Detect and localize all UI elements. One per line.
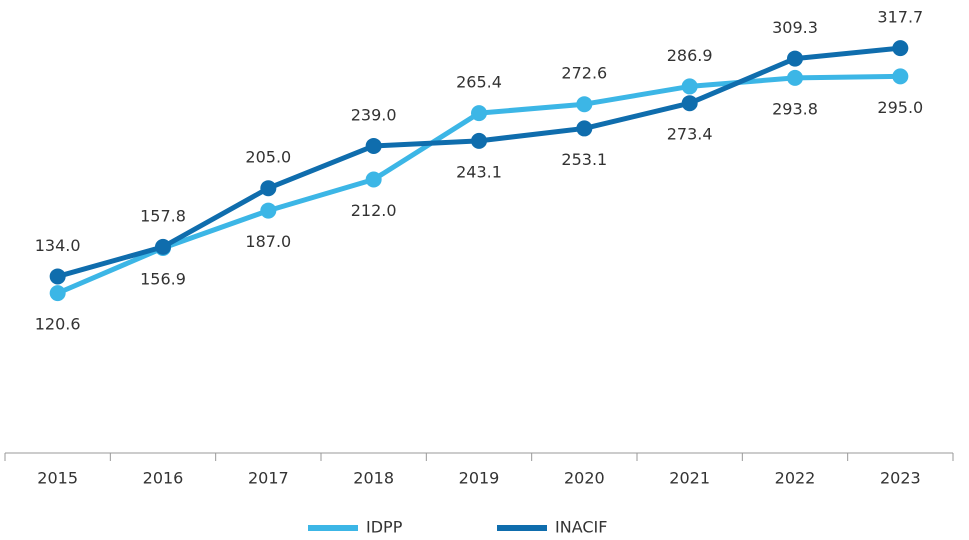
- data-label: 253.1: [561, 150, 607, 169]
- data-point: [49, 285, 66, 302]
- x-tick-label: 2023: [880, 469, 921, 488]
- data-point: [365, 171, 382, 188]
- data-label: 286.9: [667, 46, 713, 65]
- data-label: 317.7: [877, 8, 923, 27]
- data-point: [681, 78, 698, 95]
- x-tick-label: 2018: [353, 469, 394, 488]
- data-point: [260, 180, 277, 197]
- data-label: 265.4: [456, 73, 502, 92]
- data-label: 273.4: [667, 125, 713, 144]
- data-point: [892, 40, 909, 57]
- x-tick-label: 2020: [564, 469, 605, 488]
- data-label: 134.0: [35, 236, 81, 255]
- x-tick-label: 2021: [669, 469, 710, 488]
- data-label: 120.6: [35, 315, 81, 334]
- data-point: [260, 202, 277, 219]
- data-label: 309.3: [772, 18, 818, 37]
- legend-label: IDPP: [366, 518, 403, 537]
- data-point: [471, 132, 487, 149]
- data-label: 187.0: [245, 232, 291, 251]
- x-tick-label: 2022: [775, 469, 816, 488]
- data-label: 243.1: [456, 162, 502, 181]
- data-point: [681, 95, 698, 112]
- x-tick-label: 2016: [143, 469, 184, 488]
- data-point: [365, 137, 382, 154]
- data-label: 295.0: [877, 98, 923, 117]
- data-label: 205.0: [245, 148, 291, 167]
- x-tick-label: 2019: [459, 469, 500, 488]
- data-label: 156.9: [140, 269, 186, 288]
- x-tick-label: 2015: [37, 469, 78, 488]
- data-point: [471, 105, 487, 122]
- legend-label: INACIF: [555, 518, 607, 537]
- data-label: 293.8: [772, 99, 818, 118]
- data-point: [155, 238, 171, 255]
- data-point: [787, 69, 803, 86]
- data-label: 239.0: [351, 105, 397, 124]
- data-label: 272.6: [561, 64, 607, 83]
- data-label: 212.0: [351, 201, 397, 220]
- data-point: [576, 120, 593, 137]
- data-point: [49, 268, 66, 285]
- data-point: [576, 96, 593, 113]
- data-point: [892, 68, 909, 85]
- x-tick-label: 2017: [248, 469, 289, 488]
- data-label: 157.8: [140, 206, 186, 225]
- data-point: [787, 50, 803, 67]
